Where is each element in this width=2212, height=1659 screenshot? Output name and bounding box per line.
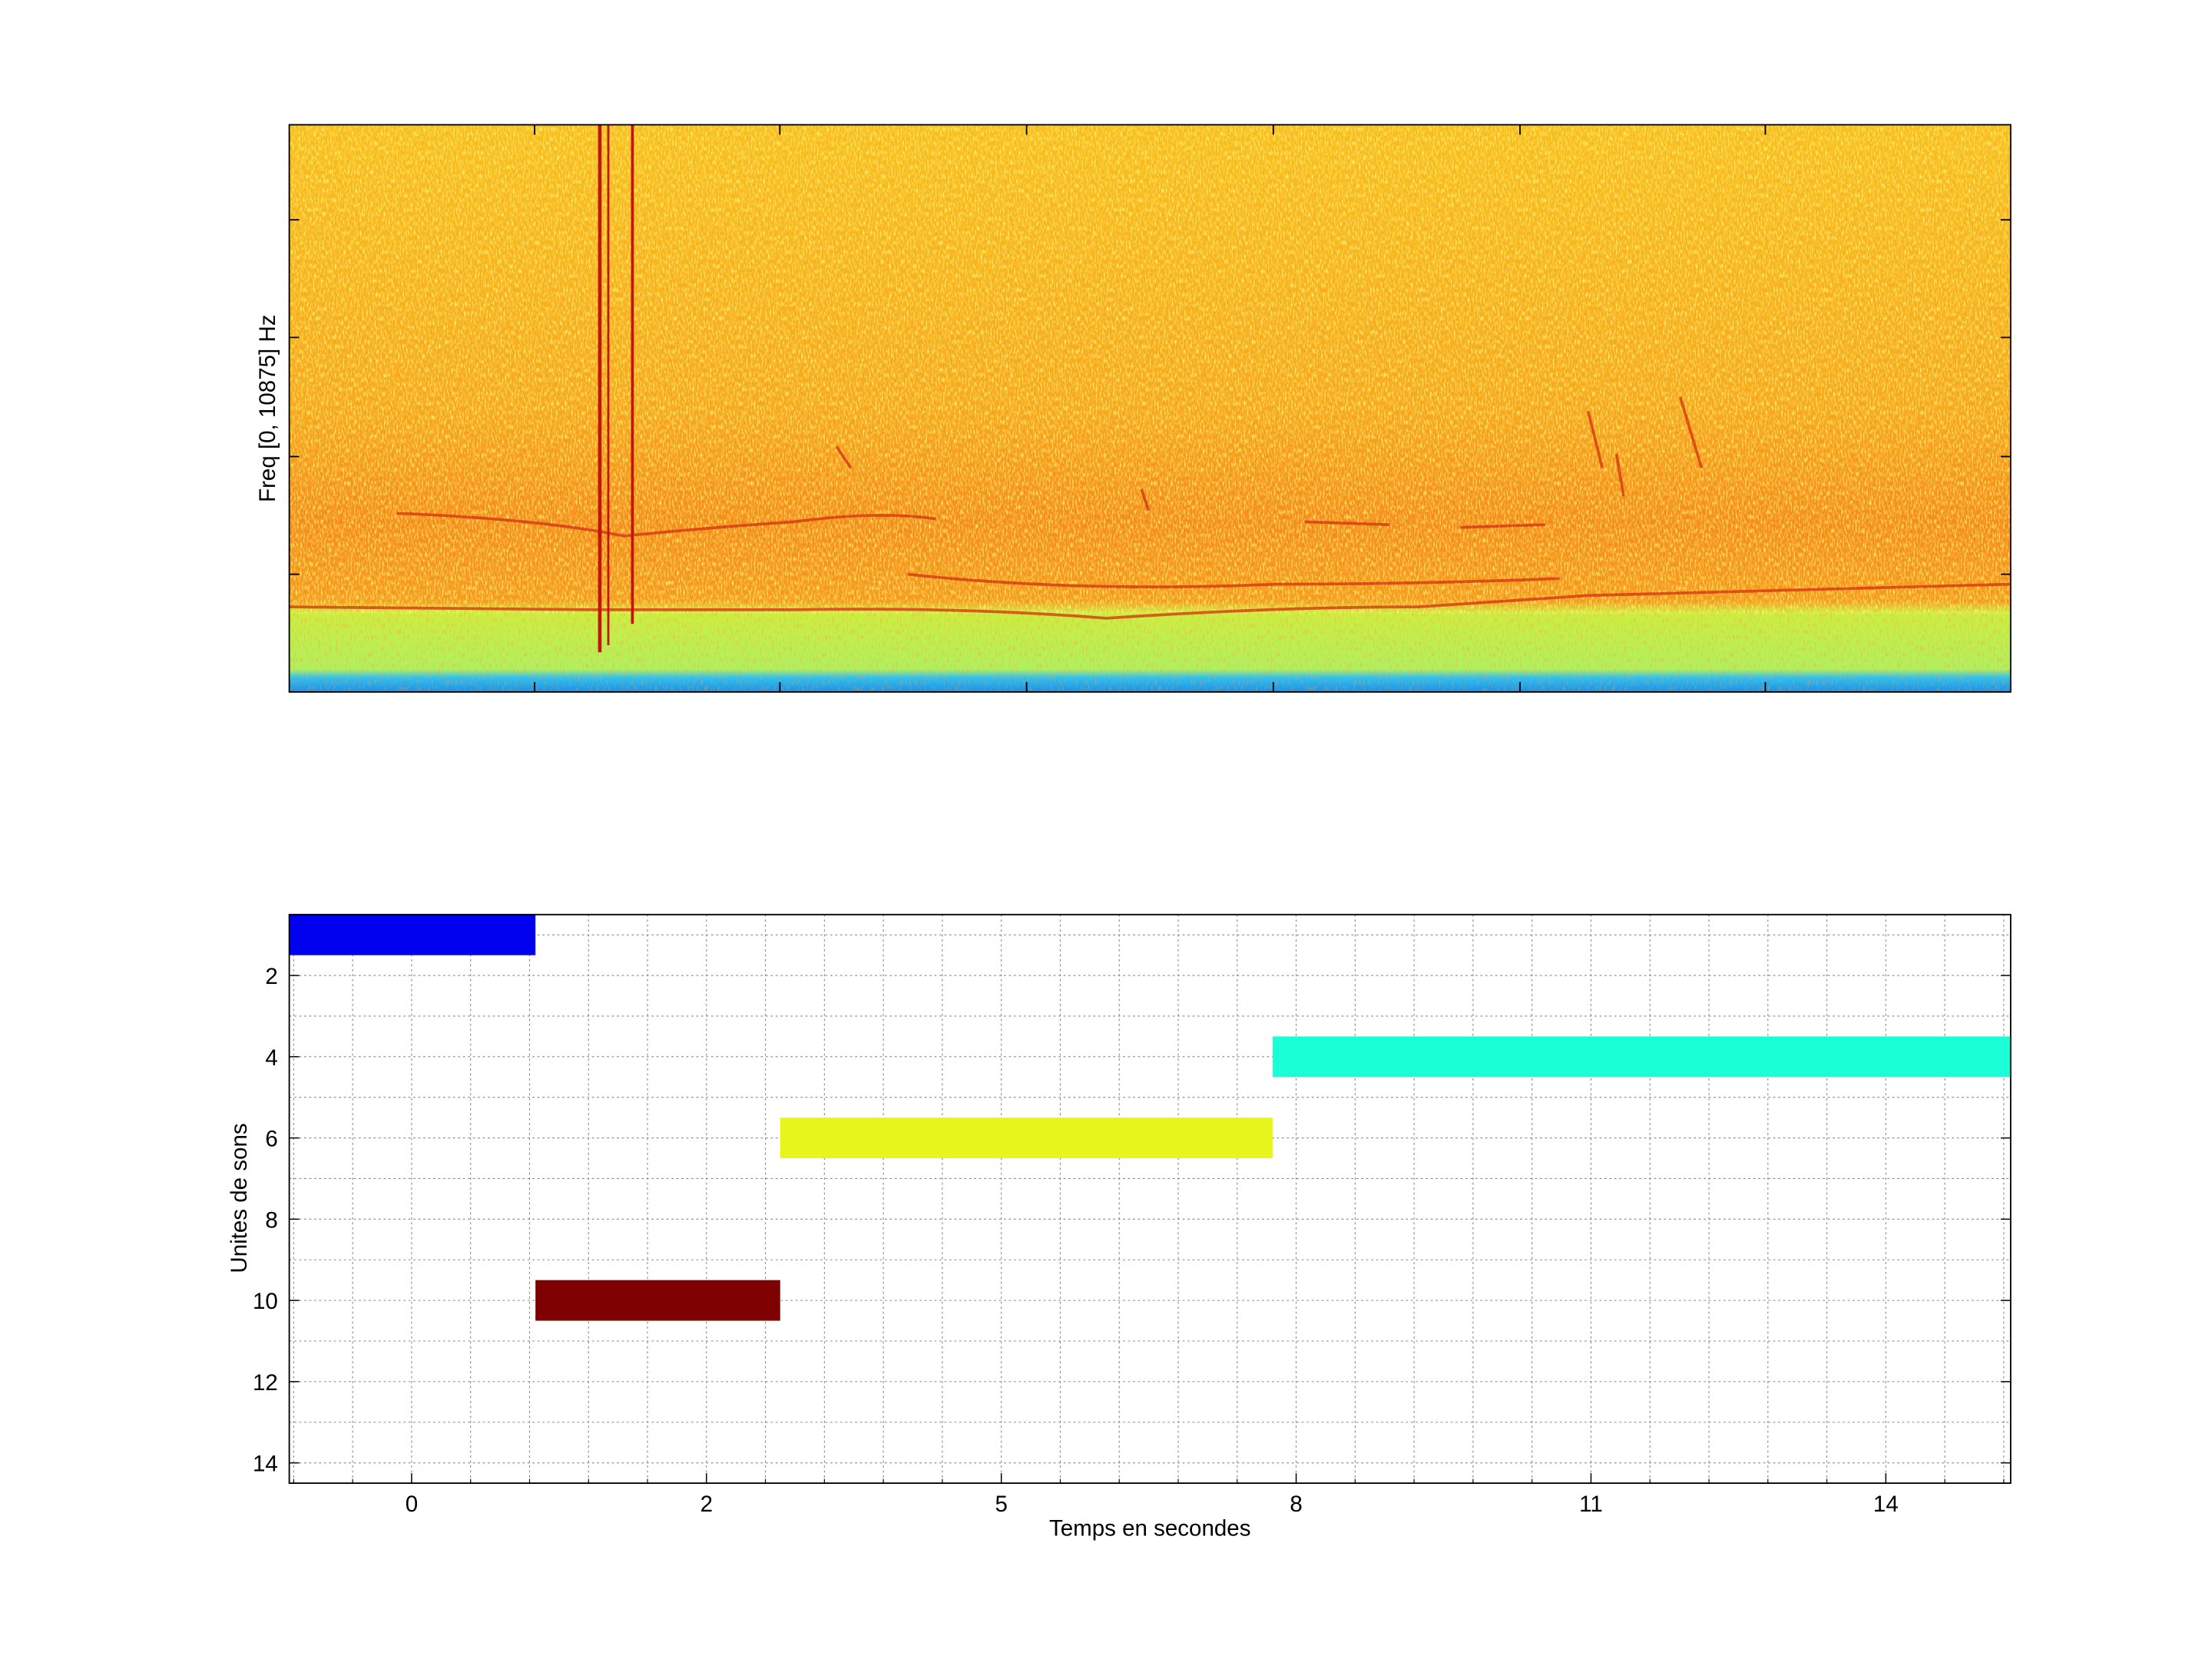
gantt-chart: 0 2 5 8 11 14 2 4 6 8 10 12 14 xyxy=(253,913,2012,1517)
spectrogram-traces xyxy=(289,396,2011,620)
x-tick-label: 11 xyxy=(1579,1492,1603,1517)
x-tick-label: 0 xyxy=(406,1492,418,1517)
spectrogram-clicks xyxy=(598,124,634,653)
x-tick-label: 14 xyxy=(1873,1492,1899,1517)
x-tick-label: 2 xyxy=(700,1492,713,1517)
bar xyxy=(535,1280,780,1321)
spectrogram-frame xyxy=(288,124,2012,693)
bar xyxy=(1272,1036,2011,1078)
x-tick-label: 5 xyxy=(995,1492,1007,1517)
spectrogram xyxy=(289,124,2011,692)
y-axis-label: Unites de sons xyxy=(227,1123,252,1273)
spectrogram-noise xyxy=(289,124,2011,692)
y-axis-label: Freq [0, 10875] Hz xyxy=(255,314,280,502)
y-tick-label: 12 xyxy=(253,1370,278,1396)
y-tick-label: 6 xyxy=(265,1127,277,1152)
x-axis-label: Temps en secondes xyxy=(1049,1515,1251,1541)
y-tick-label: 14 xyxy=(253,1452,278,1477)
plot-area xyxy=(289,914,2011,1484)
y-tick-label: 10 xyxy=(253,1289,278,1314)
y-tick-label: 8 xyxy=(265,1207,277,1233)
bar xyxy=(289,914,536,955)
plot-frame xyxy=(288,913,2012,1484)
y-tick-label: 4 xyxy=(265,1045,277,1071)
x-tick-label: 8 xyxy=(1290,1492,1302,1517)
spectrogram-ticks xyxy=(289,124,2011,692)
bar xyxy=(780,1118,1273,1159)
y-tick-label: 2 xyxy=(265,964,277,989)
